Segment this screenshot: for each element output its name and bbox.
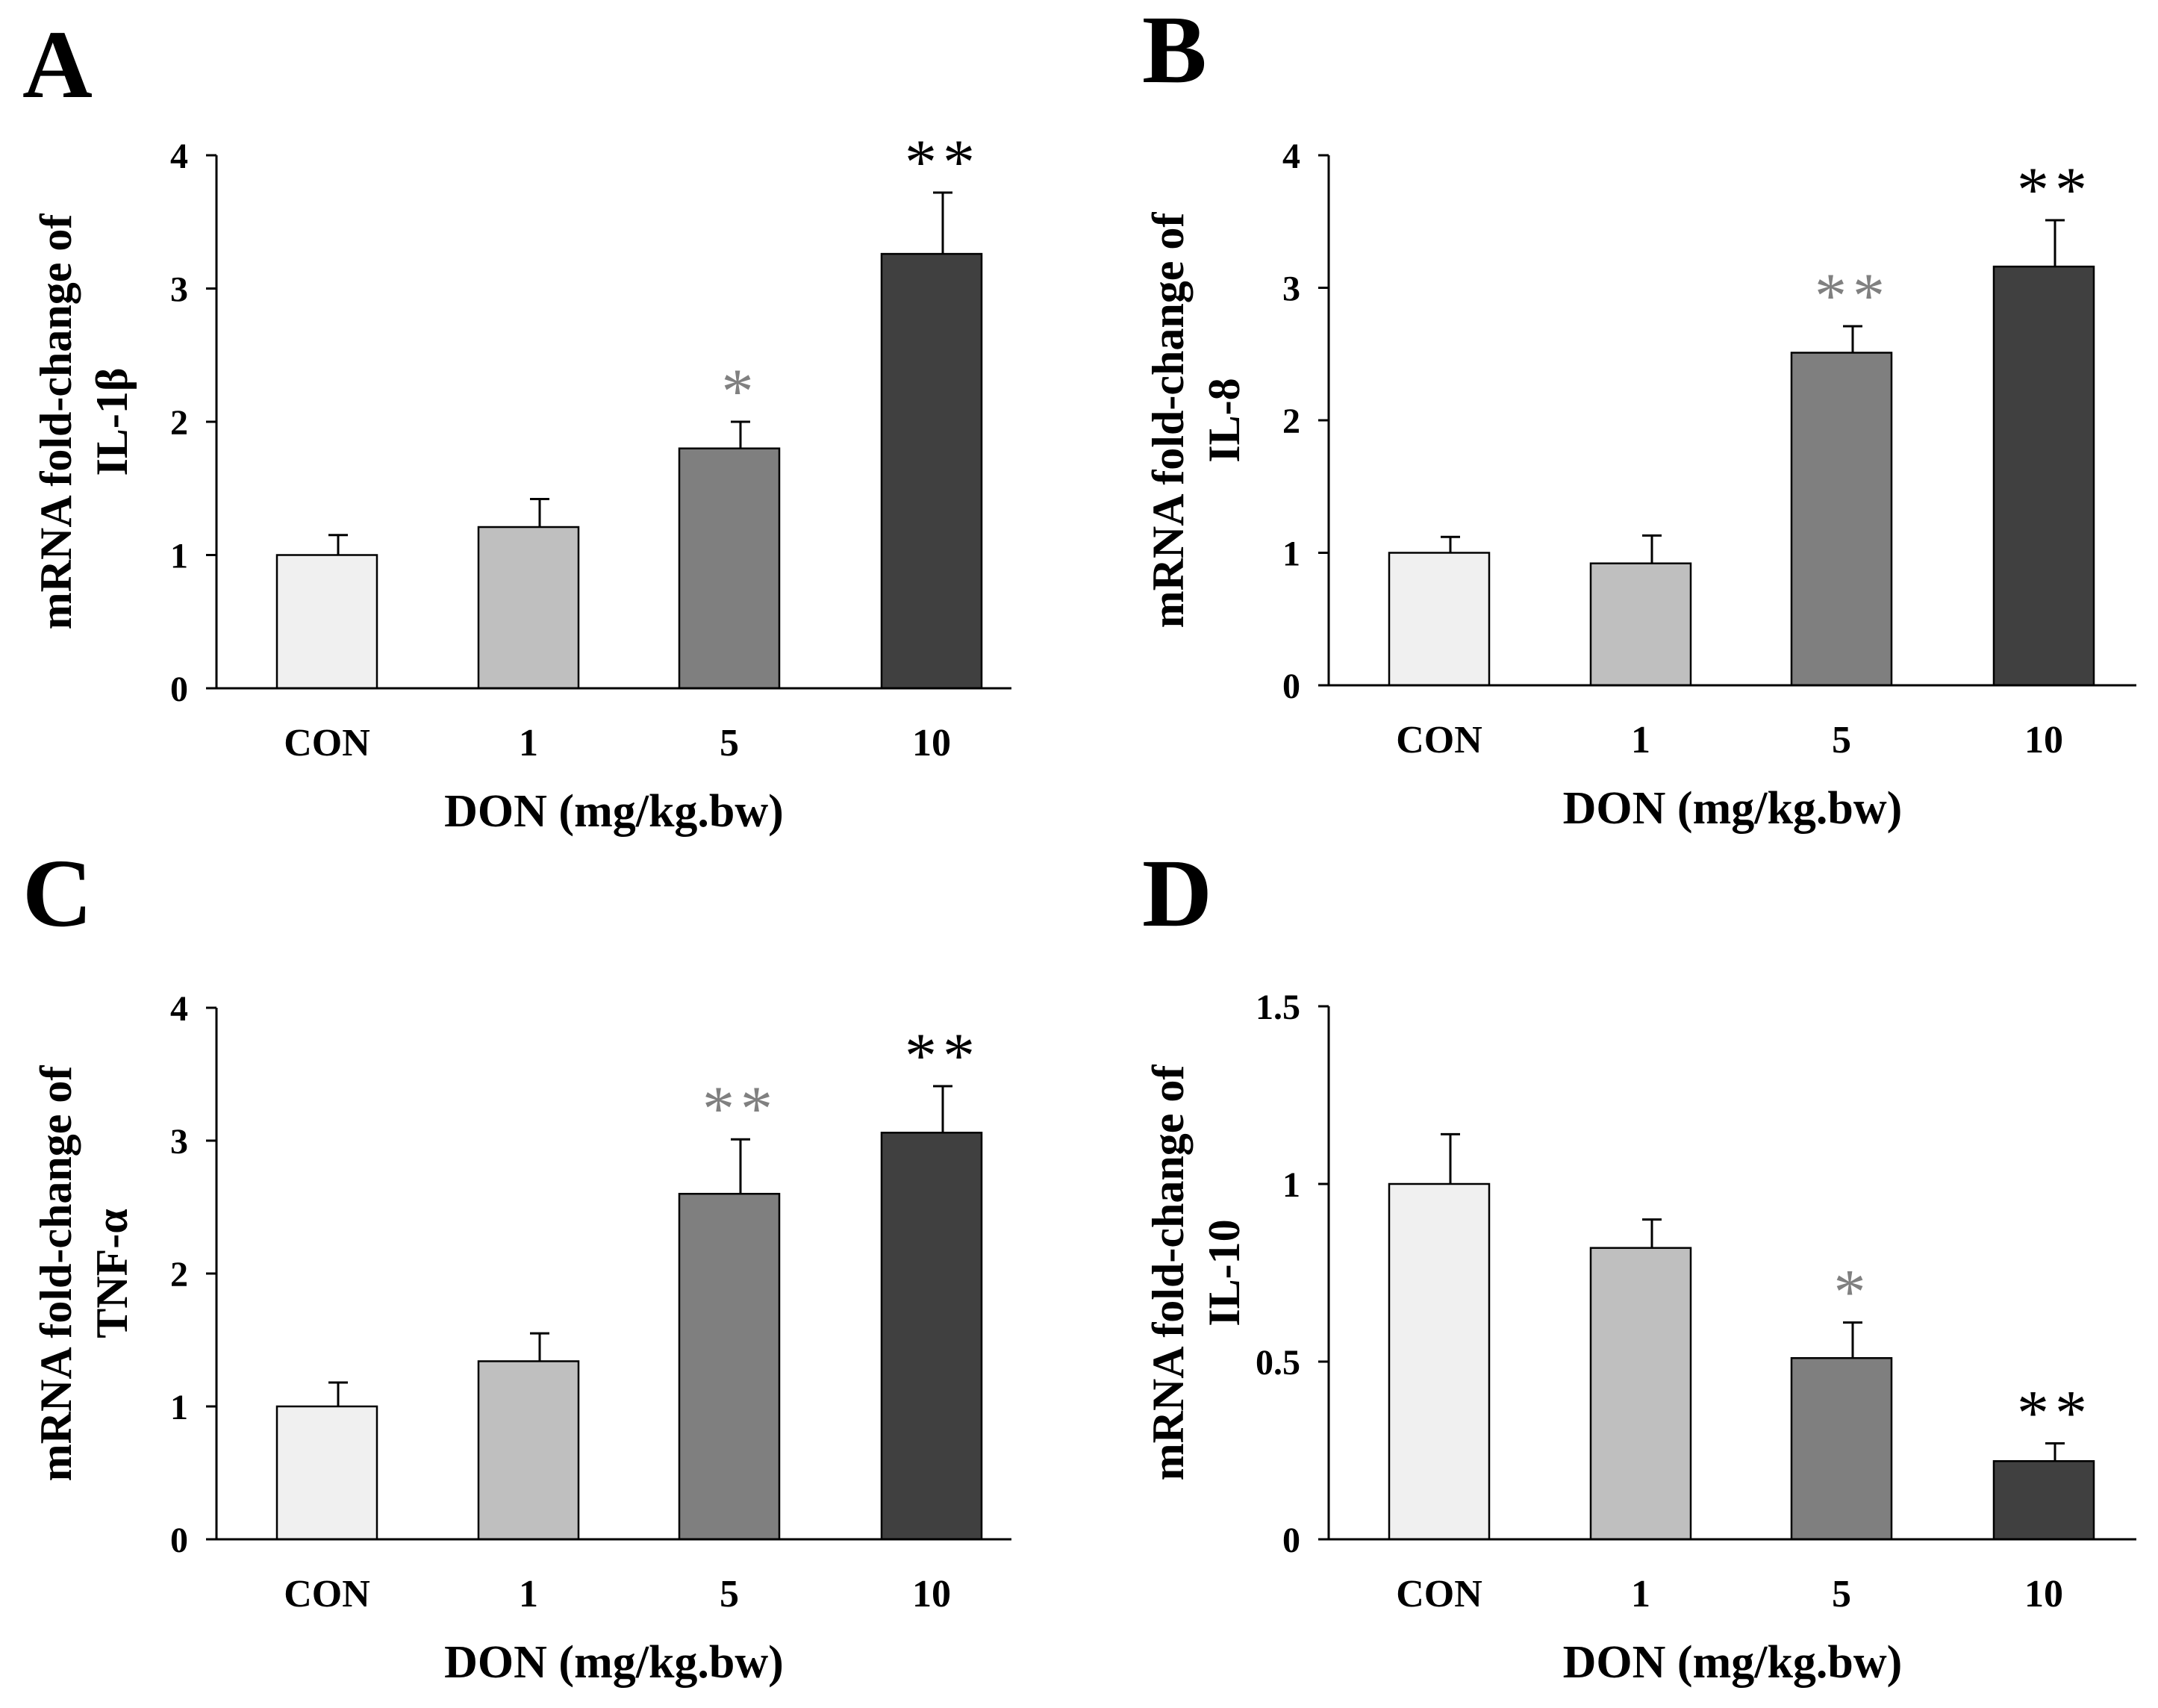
bar-1 [1589, 1247, 1692, 1541]
significance-marker: ** [2017, 154, 2093, 225]
bar-5 [678, 1192, 781, 1541]
x-axis-title: DON (mg/kg.bw) [1563, 1637, 1903, 1688]
x-tick-label: 5 [720, 1573, 739, 1615]
y-tick-label: 4 [170, 137, 188, 176]
bar-10 [1992, 1460, 2095, 1541]
bar-1 [477, 526, 580, 690]
y-tick-label: 1 [1282, 1165, 1300, 1205]
x-tick-label: 1 [1631, 719, 1650, 761]
y-tick-label: 3 [170, 1122, 188, 1162]
x-tick-label: 10 [912, 722, 951, 764]
bar-5 [1790, 1356, 1893, 1541]
y-tick-label: 0 [170, 1521, 188, 1560]
bar-10 [880, 252, 983, 690]
y-tick-label: 4 [170, 989, 188, 1029]
y-axis-title-line2: IL-8 [1200, 378, 1249, 462]
x-tick-label: 1 [1631, 1573, 1650, 1615]
bar-con [275, 554, 378, 690]
x-axis-title: DON (mg/kg.bw) [1563, 783, 1903, 834]
y-axis-title-line1: mRNA fold-change of [31, 1065, 81, 1482]
x-tick-label: 10 [912, 1573, 951, 1615]
y-axis-title-line1: mRNA fold-change of [31, 214, 81, 630]
y-tick-label: 3 [1282, 269, 1300, 309]
x-tick-label: CON [284, 722, 370, 764]
y-tick-label: 0 [1282, 667, 1300, 706]
panel-c: C CON 1 ** 5 ** 10 0 1 2 3 4 DON (mg/kg.bw) mRNA fold… [22, 840, 1011, 1688]
bar-10 [880, 1132, 983, 1541]
bar-con [1388, 1182, 1491, 1541]
bar-5 [1790, 352, 1893, 687]
x-axis-title: DON (mg/kg.bw) [444, 1637, 784, 1688]
panel-letter: A [22, 11, 93, 119]
y-tick-label: 0 [170, 670, 188, 709]
significance-marker: ** [905, 126, 981, 198]
bar-con [275, 1405, 378, 1541]
y-tick-label: 2 [170, 403, 188, 443]
panel-letter: C [22, 840, 93, 947]
y-tick-label: 2 [1282, 402, 1300, 441]
y-tick-label: 1 [170, 537, 188, 576]
y-tick-label: 1 [170, 1388, 188, 1427]
y-tick-label: 3 [170, 270, 188, 310]
panel-b: B CON 1 ** 5 ** 10 0 1 2 3 4 DON (mg/kg.bw) mRNA fold… [1142, 0, 2136, 834]
y-axis-title-line2: TNF-α [87, 1209, 137, 1338]
bar-10 [1992, 265, 2095, 687]
panel-letter: D [1142, 840, 1212, 947]
bar-5 [678, 447, 781, 690]
significance-marker: ** [905, 1020, 981, 1091]
x-tick-label: 5 [1832, 719, 1851, 761]
y-tick-label: 1.5 [1256, 988, 1300, 1027]
bar-1 [1589, 562, 1692, 687]
x-tick-label: 5 [1832, 1573, 1851, 1615]
significance-marker: * [1834, 1256, 1872, 1328]
x-tick-label: 1 [519, 1573, 538, 1615]
x-tick-label: CON [1396, 719, 1482, 761]
y-axis-title-line2: IL-1β [87, 368, 137, 476]
y-axis-title-line1: mRNA fold-change of [1144, 1065, 1193, 1481]
y-axis-title-line2: IL-10 [1200, 1219, 1249, 1326]
x-tick-label: CON [1396, 1573, 1482, 1615]
panel-d: D CON 1 * 5 ** 10 0 0.5 1 1.5 DON (mg/kg.bw) mRNA fo… [1142, 840, 2136, 1688]
x-tick-label: CON [284, 1573, 370, 1615]
significance-marker: ** [2017, 1377, 2093, 1448]
x-tick-label: 5 [720, 722, 739, 764]
x-tick-label: 10 [2024, 1573, 2063, 1615]
y-tick-label: 2 [170, 1255, 188, 1294]
x-axis-title: DON (mg/kg.bw) [444, 786, 784, 837]
y-tick-label: 4 [1282, 137, 1300, 176]
x-tick-label: 1 [519, 722, 538, 764]
significance-marker: ** [702, 1073, 779, 1144]
y-tick-label: 1 [1282, 534, 1300, 574]
panel-letter: B [1142, 0, 1207, 104]
significance-marker: * [722, 355, 760, 427]
y-axis-title-line1: mRNA fold-change of [1144, 212, 1193, 629]
y-tick-label: 0.5 [1256, 1343, 1300, 1383]
panel-a: A CON 1 * 5 ** 10 0 1 2 3 4 DON (mg/kg.bw) mRNA fold-… [22, 11, 1011, 837]
x-tick-label: 10 [2024, 719, 2063, 761]
y-tick-label: 0 [1282, 1521, 1300, 1560]
significance-marker: ** [1815, 260, 1891, 331]
bar-con [1388, 552, 1491, 687]
bar-1 [477, 1360, 580, 1541]
